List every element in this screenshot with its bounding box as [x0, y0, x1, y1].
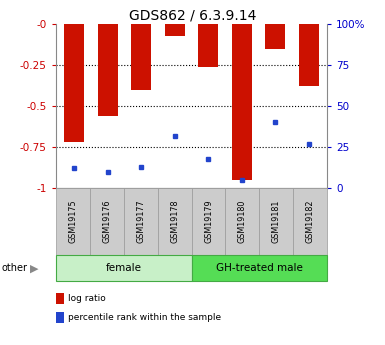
Text: ▶: ▶	[30, 263, 38, 273]
Text: percentile rank within the sample: percentile rank within the sample	[68, 313, 221, 322]
Text: GSM19179: GSM19179	[204, 200, 213, 244]
Text: other: other	[2, 263, 28, 273]
Bar	[64, 24, 84, 142]
Text: GH-treated male: GH-treated male	[216, 263, 303, 273]
Bar	[198, 24, 218, 67]
Text: GSM19178: GSM19178	[170, 200, 179, 244]
Text: GSM19177: GSM19177	[136, 200, 145, 244]
Text: GSM19176: GSM19176	[102, 200, 111, 244]
Text: GSM19181: GSM19181	[272, 200, 281, 243]
Text: GSM19182: GSM19182	[306, 200, 315, 244]
Bar	[98, 24, 118, 116]
Bar	[299, 24, 319, 87]
Bar	[165, 24, 185, 36]
Bar	[265, 24, 285, 49]
Bar	[131, 24, 151, 90]
Bar	[232, 24, 252, 180]
Text: GDS862 / 6.3.9.14: GDS862 / 6.3.9.14	[129, 9, 256, 23]
Text: GSM19180: GSM19180	[238, 200, 247, 243]
Text: GSM19175: GSM19175	[68, 200, 77, 244]
Text: female: female	[105, 263, 142, 273]
Text: log ratio: log ratio	[68, 294, 106, 303]
